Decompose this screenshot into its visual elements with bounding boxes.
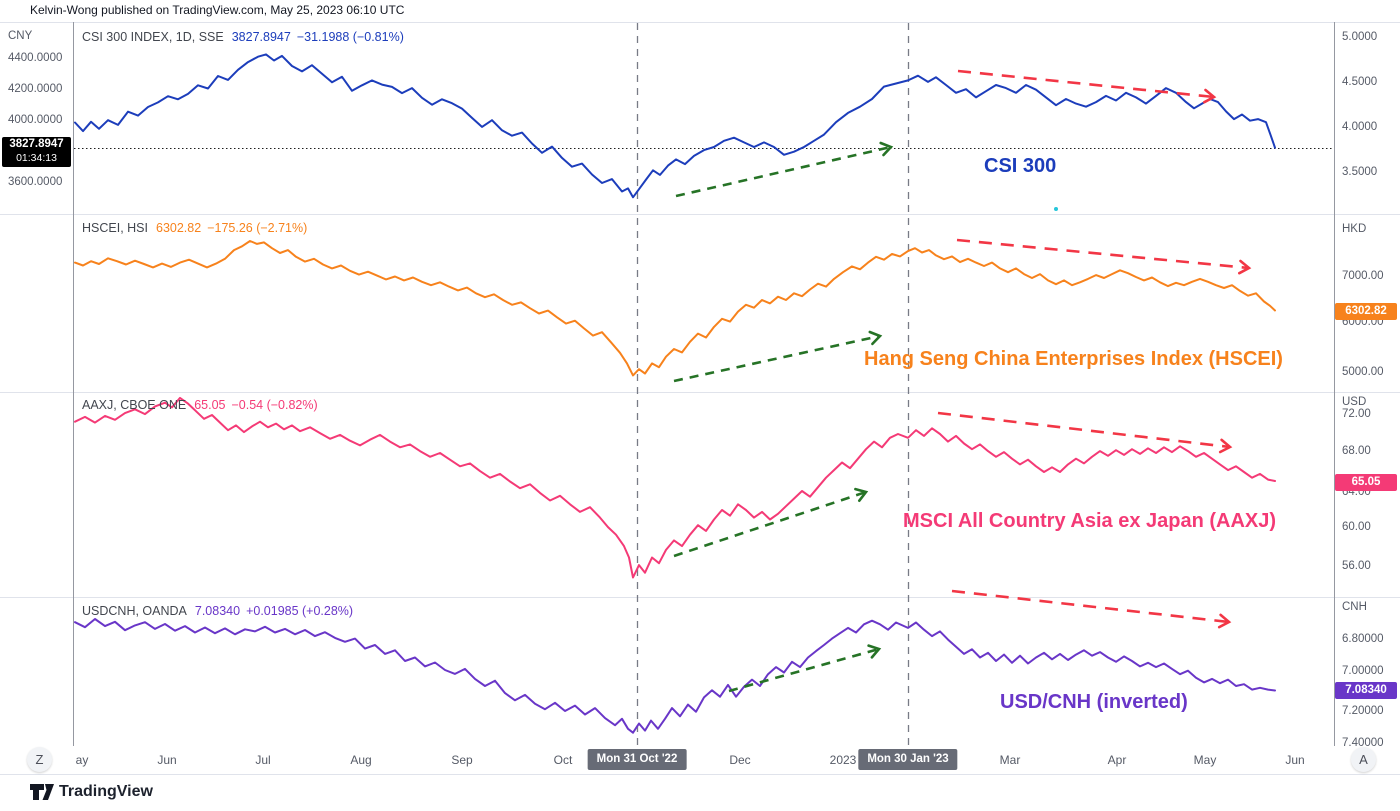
resistance-arrow	[937, 411, 1231, 449]
series-line-aaxj	[74, 396, 1276, 579]
legend-aaxj[interactable]: AAXJ, CBOE ONE 65.05 −0.54 (−0.82%)	[82, 398, 318, 412]
legend-change: +0.01985 (+0.28%)	[246, 604, 354, 618]
price-tick-label: 4000.0000	[8, 114, 63, 126]
resistance-arrowhead	[1217, 613, 1232, 629]
support-arrow	[673, 334, 881, 383]
price-tick-label: 72.00	[1342, 408, 1371, 420]
resistance-arrow	[956, 238, 1250, 270]
series-line-csi300	[74, 53, 1276, 199]
price-tick-label: 4200.0000	[8, 83, 63, 95]
legend-change: −31.1988 (−0.81%)	[296, 30, 404, 44]
last-price-label: 65.05	[1335, 474, 1397, 491]
legend-symbol: CSI 300 INDEX, 1D, SSE	[82, 30, 224, 44]
legend-change: −0.54 (−0.82%)	[231, 398, 318, 412]
price-tick-label: 60.00	[1342, 521, 1371, 533]
month-label: Jun	[157, 753, 177, 767]
legend-price: 6302.82	[156, 221, 202, 235]
price-tick-label: 3600.0000	[8, 176, 63, 188]
price-tick-label: 56.00	[1342, 560, 1371, 572]
legend-usdcnh[interactable]: USDCNH, OANDA 7.08340 +0.01985 (+0.28%)	[82, 604, 353, 618]
legend-hscei[interactable]: HSCEI, HSI 6302.82 −175.26 (−2.71%)	[82, 221, 307, 235]
support-arrowhead	[868, 330, 883, 346]
month-label: Sep	[451, 753, 473, 767]
left-price-scale[interactable]: 3827.8947 01:34:13 CNY 4400.0000 4200.0000…	[0, 22, 73, 774]
price-tick-label: 3.5000	[1342, 166, 1378, 178]
support-arrowhead	[854, 487, 869, 502]
time-axis[interactable]: Z A ay Jun Jul Aug Sep Oct Dec 2023 Mar Apr May Jun…	[0, 746, 1400, 774]
price-tick-label: 68.00	[1342, 445, 1371, 457]
last-price-label: 7.08340	[1335, 682, 1397, 699]
annotation-aaxj: MSCI All Country Asia ex Japan (AAXJ)	[903, 510, 1277, 532]
series-line-usdcnh	[74, 618, 1276, 734]
legend-change: −175.26 (−2.71%)	[207, 221, 308, 235]
legend-csi300[interactable]: CSI 300 INDEX, 1D, SSE 3827.8947 −31.1988 …	[82, 30, 404, 44]
bar-countdown: 01:34:13	[16, 152, 57, 164]
legend-price: 7.08340	[194, 604, 241, 618]
price-tick-label: 5000.00	[1342, 366, 1384, 378]
series-line-hscei	[74, 240, 1276, 377]
legend-price: 3827.8947	[231, 30, 291, 44]
auto-scale-button[interactable]: A	[1351, 747, 1376, 772]
last-price-label: 6302.82	[1335, 303, 1397, 320]
last-price-label: 3827.8947 01:34:13	[2, 137, 71, 167]
price-tick-label: 4400.0000	[8, 52, 63, 64]
price-tick-label: 7.20000	[1342, 705, 1384, 717]
month-label: ay	[75, 753, 89, 767]
month-label: Mar	[999, 753, 1021, 767]
resistance-arrowhead	[1203, 88, 1217, 104]
month-label: Jul	[255, 753, 271, 767]
legend-price: 65.05	[194, 398, 226, 412]
legend-symbol: USDCNH, OANDA	[82, 604, 187, 618]
attribution-text: Kelvin-Wong published on TradingView.com…	[30, 3, 405, 17]
month-label: Oct	[553, 753, 573, 767]
month-label: Jun	[1285, 753, 1305, 767]
price-tick-label: 4.5000	[1342, 76, 1378, 88]
price-tick-label: 6.80000	[1342, 633, 1384, 645]
annotation-csi300: CSI 300	[984, 155, 1057, 177]
resistance-arrowhead	[1238, 259, 1252, 275]
time-axis-tag: Mon 31 Oct '22	[587, 749, 687, 770]
last-price-value: 3827.8947	[9, 138, 64, 150]
support-arrowhead	[867, 644, 882, 659]
resistance-arrow	[957, 69, 1215, 99]
month-label: May	[1193, 753, 1217, 767]
price-tick-label: 4.0000	[1342, 121, 1378, 133]
resistance-arrow	[951, 589, 1230, 624]
price-tick-label: CNH	[1342, 601, 1367, 613]
time-axis-tag: Mon 30 Jan '23	[858, 749, 958, 770]
right-price-scale[interactable]: 5.0000 4.5000 4.0000 3.5000 HKD 7000.00 6000.0…	[1334, 22, 1400, 774]
support-arrow	[675, 145, 892, 198]
price-tick-label: CNY	[8, 30, 33, 42]
price-tick-label: 7000.00	[1342, 270, 1384, 282]
support-arrow	[728, 647, 880, 693]
support-arrow	[673, 490, 867, 558]
month-label: Aug	[350, 753, 372, 767]
tradingview-logo-icon[interactable]	[30, 784, 56, 801]
legend-symbol: AAXJ, CBOE ONE	[82, 398, 187, 412]
brand-name[interactable]: TradingView	[59, 783, 153, 800]
legend-symbol: HSCEI, HSI	[82, 221, 148, 235]
month-label: 2023	[829, 753, 857, 767]
annotation-hscei: Hang Seng China Enterprises Index (HSCEI…	[864, 348, 1283, 370]
timezone-button[interactable]: Z	[27, 747, 52, 772]
price-tick-label: 5.0000	[1342, 31, 1378, 43]
month-label: Apr	[1107, 753, 1127, 767]
teal-dot	[1054, 207, 1058, 211]
resistance-arrowhead	[1218, 438, 1233, 454]
price-tick-label: USD	[1342, 396, 1367, 408]
support-arrowhead	[879, 141, 894, 157]
month-label: Dec	[729, 753, 751, 767]
price-tick-label: HKD	[1342, 223, 1367, 235]
footer-bar: TradingView	[0, 775, 1400, 811]
annotation-usdcnh: USD/CNH (inverted)	[1000, 691, 1188, 713]
price-tick-label: 7.00000	[1342, 665, 1384, 677]
